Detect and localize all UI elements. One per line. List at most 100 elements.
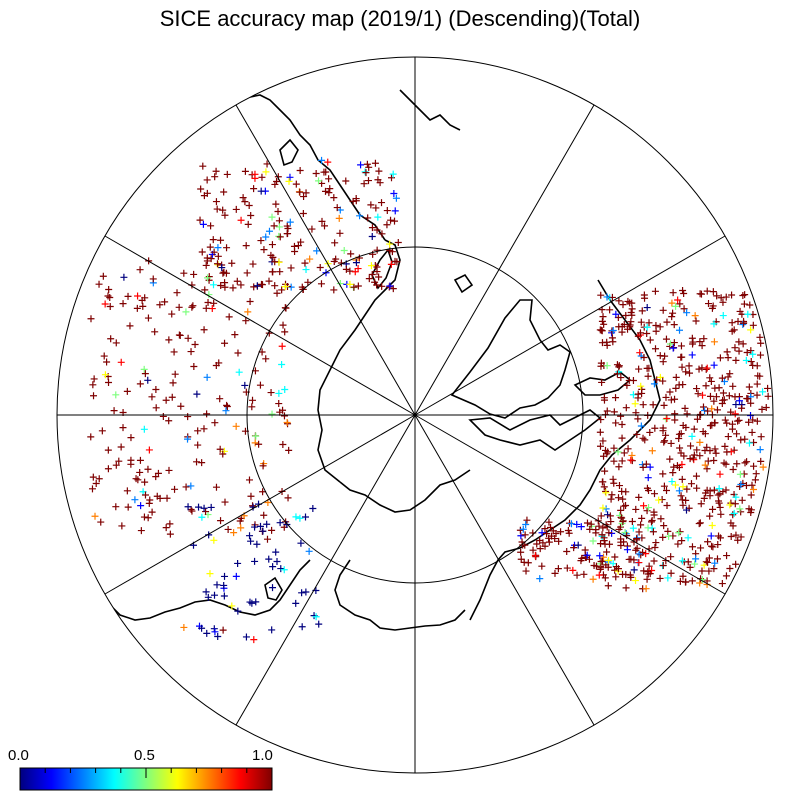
observation-marker (734, 318, 742, 326)
observation-marker (378, 282, 386, 290)
observation-marker (624, 445, 632, 453)
observation-marker (364, 214, 372, 222)
europe-coast (234, 94, 386, 241)
observation-marker (204, 593, 212, 601)
observation-marker (639, 434, 647, 442)
observation-marker (663, 486, 671, 494)
observation-marker (148, 508, 156, 516)
observation-marker (330, 194, 338, 202)
observation-marker (677, 449, 685, 457)
observation-marker (207, 255, 215, 263)
observation-marker (330, 286, 338, 294)
observation-marker (696, 438, 704, 446)
observation-marker (656, 574, 664, 582)
observation-marker (144, 376, 152, 384)
observation-marker (283, 418, 291, 426)
observation-marker (724, 373, 732, 381)
observation-marker (308, 225, 316, 233)
observation-marker (599, 524, 607, 532)
observation-marker (272, 200, 280, 208)
observation-marker (713, 555, 721, 563)
observation-marker (198, 624, 206, 632)
observation-marker (609, 475, 617, 483)
observation-marker (388, 174, 396, 182)
observation-marker (318, 156, 326, 164)
observation-marker (747, 506, 755, 514)
observation-marker (258, 173, 266, 181)
observation-marker (597, 557, 605, 565)
observation-marker (678, 363, 686, 371)
observation-marker (268, 410, 276, 418)
observation-marker (152, 473, 160, 481)
observation-marker (95, 475, 103, 483)
observation-marker (696, 338, 704, 346)
observation-marker (637, 382, 645, 390)
observation-marker (692, 555, 700, 563)
observation-marker (539, 539, 547, 547)
observation-marker (612, 310, 620, 318)
observation-marker (614, 565, 622, 573)
observation-marker (516, 526, 524, 534)
observation-marker (681, 404, 689, 412)
observation-marker (688, 432, 696, 440)
observation-marker (255, 440, 263, 448)
observation-marker (202, 261, 210, 269)
observation-marker (204, 298, 212, 306)
observation-marker (618, 421, 626, 428)
observation-marker (168, 310, 176, 318)
observation-marker (693, 385, 701, 393)
observation-marker (297, 238, 305, 246)
observation-marker (634, 415, 642, 423)
observation-marker (751, 476, 759, 484)
observation-marker (193, 390, 201, 398)
observation-marker (643, 364, 651, 372)
observation-marker (667, 340, 675, 348)
observation-marker (242, 242, 250, 250)
observation-marker (391, 217, 399, 225)
observation-marker (648, 567, 656, 575)
observation-marker (733, 460, 741, 468)
observation-marker (649, 528, 657, 536)
observation-marker (278, 286, 286, 294)
observation-marker (620, 449, 628, 457)
observation-marker (309, 505, 317, 513)
observation-marker (163, 494, 171, 502)
observation-marker (643, 507, 651, 515)
observation-marker (101, 371, 109, 379)
observation-marker (198, 513, 206, 521)
observation-marker (657, 515, 665, 523)
observation-marker (722, 293, 730, 301)
observation-marker (275, 389, 283, 397)
meridian-line (414, 414, 595, 726)
observation-marker (120, 273, 128, 281)
observation-marker (701, 447, 709, 455)
observation-marker (296, 188, 304, 196)
observation-marker (386, 282, 394, 290)
observation-marker (300, 193, 308, 201)
observation-marker (257, 280, 265, 288)
observation-marker (603, 293, 611, 301)
observation-marker (117, 358, 125, 366)
observation-marker (756, 333, 764, 341)
observation-marker (565, 529, 573, 537)
observation-marker (703, 465, 711, 473)
observation-marker (325, 189, 333, 197)
observation-marker (187, 482, 195, 490)
observation-marker (184, 334, 192, 342)
observation-marker (302, 588, 310, 596)
observation-marker (597, 359, 605, 367)
observation-marker (676, 326, 684, 334)
observation-marker (631, 400, 639, 408)
observation-marker (692, 472, 700, 480)
observation-marker (599, 313, 607, 321)
observation-marker (242, 633, 250, 641)
observation-marker (615, 297, 623, 305)
observation-marker (372, 204, 380, 212)
observation-marker (662, 393, 670, 401)
observation-marker (747, 491, 755, 499)
observation-marker (194, 427, 202, 435)
observation-marker (170, 348, 178, 356)
observation-marker (617, 506, 625, 514)
observation-marker (246, 532, 254, 540)
observation-marker (732, 356, 740, 364)
